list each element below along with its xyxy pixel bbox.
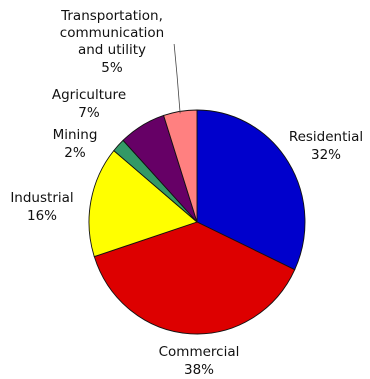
slice-commercial [93,221,296,335]
residential-label: Residential [289,129,363,145]
transportation-label-line-3: and utility [78,42,146,58]
mining-pct: 2% [64,145,86,161]
leader-lines [173,43,181,114]
slice-industrial [88,149,198,258]
industrial-pct: 16% [27,208,57,224]
transportation-label-line-2: communication [60,25,164,41]
agriculture-pct: 7% [78,105,100,121]
residential-pct: 32% [311,147,341,163]
commercial-label: Commercial [159,344,240,360]
slice-residential [196,109,306,271]
transportation-label-line-1: Transportation, [60,8,163,24]
pie-slices [88,109,306,335]
commercial-pct: 38% [184,362,214,378]
transportation-leader-line [173,43,181,114]
transportation-pct: 5% [101,60,123,76]
industrial-label: Industrial [10,190,73,206]
agriculture-label: Agriculture [52,87,126,103]
mining-label: Mining [53,127,98,143]
